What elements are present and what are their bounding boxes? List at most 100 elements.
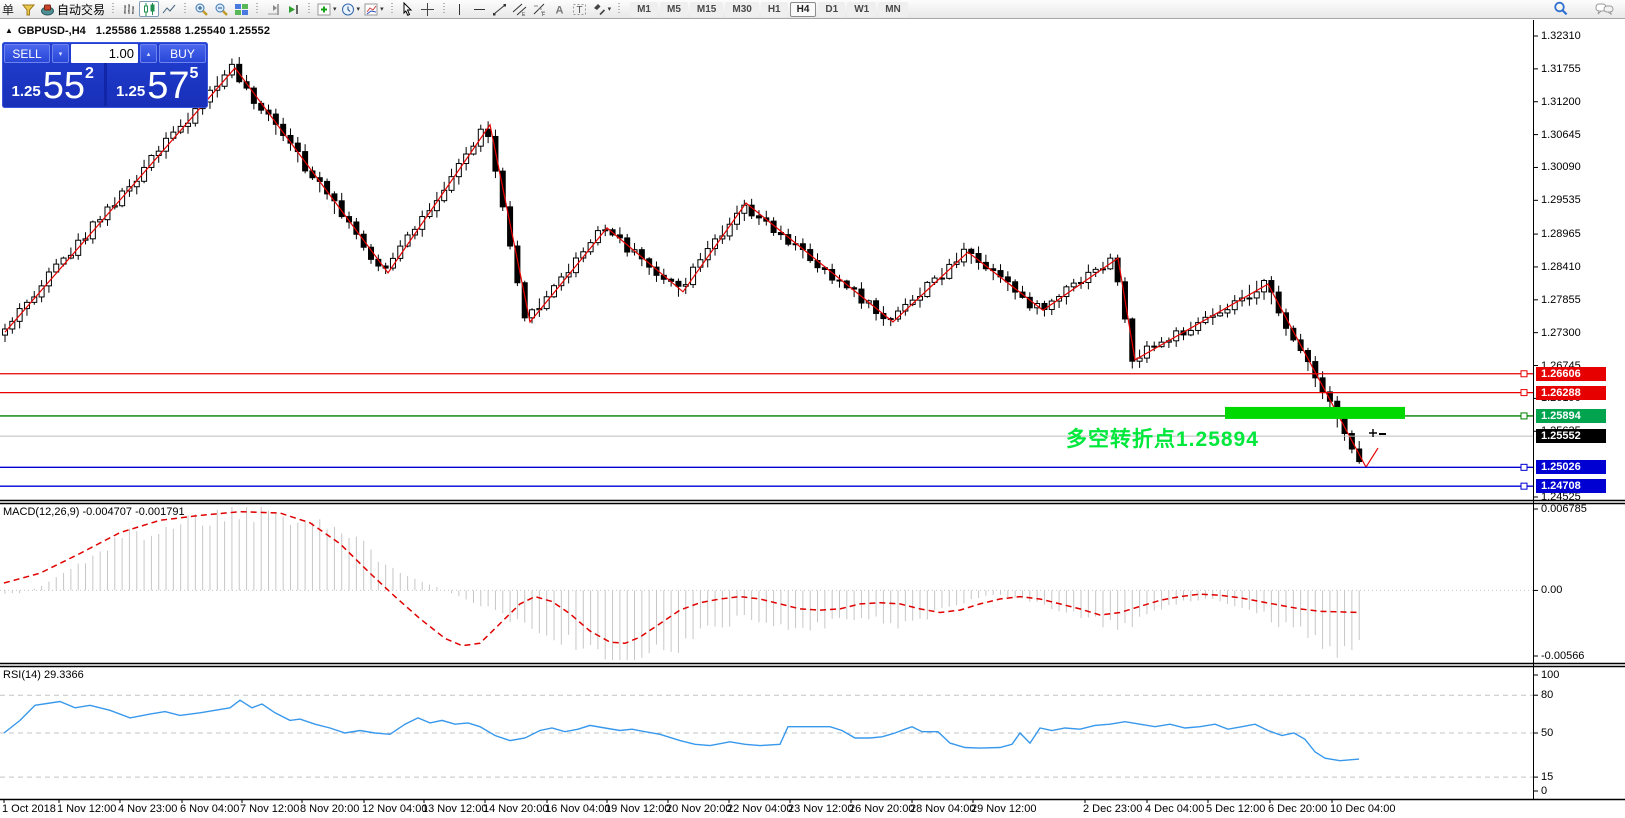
vertical-line-tool-button[interactable] <box>450 1 470 17</box>
candles-chart-icon <box>143 2 155 16</box>
timeframe-M15-button[interactable]: M15 <box>689 1 724 17</box>
shift-chart-button[interactable] <box>263 1 283 17</box>
bull-candle <box>1195 322 1202 331</box>
dropdown-arrow-icon: ▾ <box>356 5 361 13</box>
text-icon: A <box>556 4 564 16</box>
fibonacci-tool-button[interactable]: F <box>530 1 550 17</box>
search-button[interactable] <box>1551 1 1571 17</box>
arrows-shapes-icon <box>593 3 605 15</box>
ohlc-values: 1.25586 1.25588 1.25540 1.25552 <box>95 25 271 37</box>
timeframe-MN-button[interactable]: MN <box>878 1 908 17</box>
bull-candle <box>551 285 557 298</box>
buy-price-big: 57 <box>147 64 190 107</box>
toolbar-grip <box>308 3 311 15</box>
timeframe-W1-button[interactable]: W1 <box>847 1 877 17</box>
pivot-highlight-bar[interactable] <box>1225 406 1405 419</box>
search-icon <box>1554 1 1568 16</box>
trade-panel-controls: SELL ▾ ▴ BUY <box>2 42 208 63</box>
indicators-button[interactable]: ▾ <box>315 1 339 17</box>
rsi-tick-label: 100 <box>1541 669 1560 681</box>
periods-button[interactable]: ▾ <box>339 1 363 17</box>
chart-candles-button[interactable] <box>139 1 160 17</box>
panel-collapse-icon[interactable]: ▲ <box>5 26 13 35</box>
timeframe-M30-button[interactable]: M30 <box>725 1 759 17</box>
bull-candle <box>1231 300 1238 311</box>
toolbar-grip <box>256 3 259 15</box>
volume-increase-button[interactable]: ▴ <box>140 44 157 63</box>
bull-candle <box>543 296 550 310</box>
volume-decrease-button[interactable]: ▾ <box>52 44 69 63</box>
new-order-icon-button[interactable] <box>18 1 38 17</box>
clock-icon <box>341 3 354 15</box>
bull-candle <box>9 320 16 330</box>
toolbar-grip <box>618 3 621 15</box>
autoscroll-button[interactable] <box>283 1 303 17</box>
price-tick-label: 1.27300 <box>1541 326 1581 339</box>
trendline-tool-button[interactable] <box>490 1 510 17</box>
zoom-in-button[interactable] <box>191 1 211 17</box>
shapes-button[interactable]: ▾ <box>590 1 614 17</box>
level-anchor-handle[interactable] <box>1520 412 1528 420</box>
channel-tool-button[interactable]: E <box>510 1 530 17</box>
chart-title: ▲ GBPUSD-,H4 1.25586 1.25588 1.25540 1.255… <box>5 25 270 37</box>
bars-chart-icon <box>123 3 134 14</box>
new-order-button[interactable]: 单 <box>2 2 15 17</box>
zoom-out-button[interactable] <box>211 1 231 17</box>
timeframe-H4-button[interactable]: H4 <box>789 1 817 17</box>
equidistant-channel-icon: E <box>512 3 527 17</box>
chat-button[interactable] <box>1593 1 1617 17</box>
timeframe-M1-button[interactable]: M1 <box>630 1 658 17</box>
chart-line-button[interactable] <box>159 1 179 17</box>
bull-candle <box>1253 291 1260 299</box>
time-tick-label: 29 Nov 12:00 <box>971 803 1037 815</box>
sell-price-big: 55 <box>42 64 86 107</box>
time-tick-label: 4 Dec 04:00 <box>1145 803 1205 815</box>
level-anchor-handle[interactable] <box>1520 370 1528 378</box>
rsi-tick-label: 50 <box>1541 727 1554 739</box>
price-tick-label: 1.31200 <box>1541 95 1581 108</box>
horizontal-line-tool-button[interactable] <box>470 1 490 17</box>
level-anchor-handle[interactable] <box>1520 463 1528 471</box>
bear-candle <box>258 102 265 111</box>
buy-button[interactable]: BUY <box>159 44 206 63</box>
volume-input[interactable] <box>71 44 138 63</box>
timeframe-H1-button[interactable]: H1 <box>760 1 788 17</box>
bear-candle <box>1275 291 1282 314</box>
crosshair-button[interactable] <box>418 1 438 17</box>
level-anchor-handle[interactable] <box>1520 389 1528 397</box>
rsi-line <box>3 699 1360 762</box>
price-tick-label: 1.27855 <box>1541 293 1581 306</box>
level-anchor-handle[interactable] <box>1520 482 1528 490</box>
bull-candle <box>690 266 697 286</box>
dropdown-arrow-icon: ▾ <box>333 5 337 13</box>
buy-price[interactable]: 1.25 57 5 <box>107 63 209 106</box>
time-tick-label: 20 Nov 20:00 <box>666 803 732 815</box>
one-click-trading-panel: SELL ▾ ▴ BUY 1.25 55 2 1.25 57 5 <box>2 42 208 108</box>
svg-text:A: A <box>556 4 564 16</box>
timeframe-M5-button[interactable]: M5 <box>660 1 688 17</box>
bull-candle <box>1246 297 1253 300</box>
timeframe-D1-button[interactable]: D1 <box>818 1 846 17</box>
bull-candle <box>470 145 477 155</box>
cursor-button[interactable] <box>398 1 418 17</box>
chat-bubbles-icon <box>1595 3 1614 15</box>
sell-button[interactable]: SELL <box>4 44 50 63</box>
zoom-in-icon <box>195 3 208 16</box>
bear-candle <box>514 245 521 284</box>
time-tick-label: 6 Nov 04:00 <box>180 803 240 815</box>
symbol-timeframe-label: GBPUSD-,H4 <box>17 25 86 37</box>
chart-bars-button[interactable] <box>119 1 139 17</box>
template-icon <box>364 3 378 15</box>
text-tool-button[interactable]: A <box>550 1 570 17</box>
autotrading-button[interactable]: 自动交易 <box>38 1 107 17</box>
tile-windows-button[interactable] <box>231 1 251 17</box>
toolbar-grip <box>112 3 115 15</box>
sell-price[interactable]: 1.25 55 2 <box>2 63 107 106</box>
label-tool-button[interactable]: T <box>570 1 590 17</box>
bull-candle <box>104 206 111 221</box>
templates-button[interactable]: ▾ <box>362 1 386 17</box>
pivot-annotation-text: 多空转折点1.25894 <box>1066 428 1259 451</box>
fibonacci-icon: F <box>533 3 545 17</box>
price-tick-label: 1.32310 <box>1541 30 1581 42</box>
